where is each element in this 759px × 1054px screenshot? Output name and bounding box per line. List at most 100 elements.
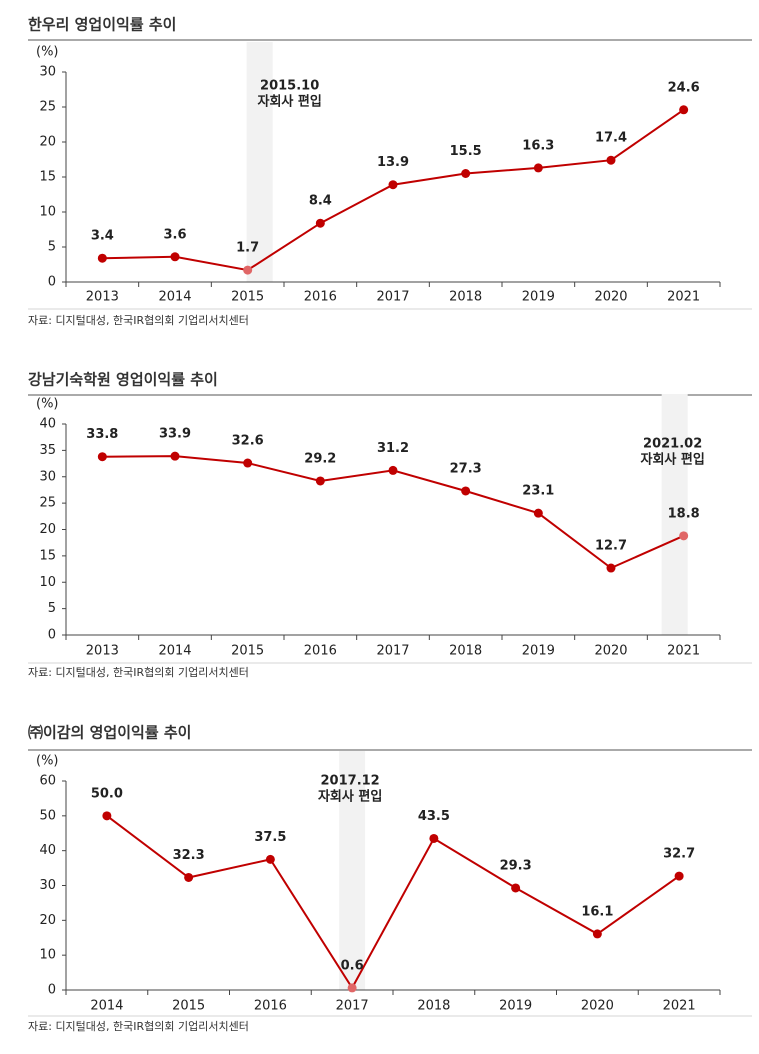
data-point	[429, 833, 439, 843]
x-tick-label: 2014	[90, 999, 123, 1014]
x-tick-label: 2018	[417, 999, 450, 1014]
y-tick-label: 25	[39, 496, 56, 511]
x-tick-label: 2014	[158, 290, 191, 305]
data-label: 33.8	[86, 427, 118, 442]
data-point	[679, 105, 689, 115]
y-tick-label: 30	[39, 469, 56, 484]
y-tick-label: 30	[39, 65, 56, 80]
y-tick-label: 5	[48, 240, 56, 255]
y-tick-label: 0	[48, 983, 56, 998]
x-tick-label: 2017	[376, 644, 409, 659]
source-note: 자료: 디지털대성, 한국IR협의회 기업리서치센터	[28, 666, 249, 679]
data-label: 31.2	[377, 441, 409, 456]
data-point	[243, 458, 253, 468]
data-label: 12.7	[595, 539, 627, 554]
data-point	[265, 854, 275, 864]
data-label: 29.3	[500, 858, 532, 873]
data-point	[388, 180, 398, 190]
y-axis-label: (%)	[36, 397, 59, 412]
x-tick-label: 2018	[449, 644, 482, 659]
x-tick-label: 2020	[594, 644, 627, 659]
y-tick-label: 15	[39, 170, 56, 185]
data-label: 1.7	[236, 241, 259, 256]
data-label: 29.2	[304, 451, 336, 466]
data-point	[315, 476, 325, 486]
data-label: 23.1	[522, 484, 554, 499]
data-label: 16.3	[522, 138, 554, 153]
y-tick-label: 0	[48, 628, 56, 643]
chart-title: 한우리 영업이익률 추이	[28, 16, 176, 34]
x-tick-label: 2015	[231, 644, 264, 659]
data-point	[533, 508, 543, 518]
x-tick-label: 2015	[172, 999, 205, 1014]
y-tick-label: 50	[39, 808, 56, 823]
y-tick-label: 15	[39, 548, 56, 563]
data-label: 50.0	[91, 786, 123, 801]
data-point	[97, 452, 107, 462]
annotation: 자회사 편입	[258, 94, 322, 110]
x-tick-label: 2015	[231, 290, 264, 305]
x-tick-label: 2014	[158, 644, 191, 659]
data-point	[674, 871, 684, 881]
data-label: 32.7	[663, 847, 695, 862]
x-tick-label: 2021	[663, 999, 696, 1014]
x-tick-label: 2016	[254, 999, 287, 1014]
data-label: 17.4	[595, 131, 627, 146]
x-tick-label: 2020	[581, 999, 614, 1014]
data-point	[102, 811, 112, 821]
data-label: 13.9	[377, 155, 409, 170]
x-tick-label: 2020	[594, 290, 627, 305]
data-point	[347, 983, 357, 993]
y-tick-label: 0	[48, 275, 56, 290]
y-tick-label: 40	[39, 843, 56, 858]
annotation: 자회사 편입	[641, 452, 705, 468]
data-point	[679, 531, 689, 541]
x-tick-label: 2019	[522, 644, 555, 659]
y-tick-label: 20	[39, 522, 56, 537]
y-tick-label: 10	[39, 575, 56, 590]
data-label: 32.3	[173, 848, 205, 863]
y-tick-label: 10	[39, 205, 56, 220]
data-point	[243, 265, 253, 275]
y-tick-label: 20	[39, 135, 56, 150]
data-point	[592, 929, 602, 939]
data-label: 3.4	[91, 229, 114, 244]
data-point	[170, 451, 180, 461]
data-point	[511, 883, 521, 893]
highlight-band	[246, 42, 273, 282]
data-point	[170, 252, 180, 262]
data-label: 43.5	[418, 809, 450, 824]
x-tick-label: 2019	[522, 290, 555, 305]
data-point	[315, 218, 325, 228]
data-point	[606, 563, 616, 573]
data-point	[461, 169, 471, 178]
annotation: 2017.12	[321, 774, 380, 789]
annotation: 2015.10	[260, 79, 319, 94]
data-point	[533, 163, 543, 173]
data-point	[461, 486, 471, 496]
y-axis-label: (%)	[36, 45, 59, 60]
data-point	[97, 253, 107, 263]
chart-title: 강남기숙학원 영업이익률 추이	[28, 371, 218, 389]
data-label: 24.6	[668, 80, 700, 95]
highlight-band	[661, 394, 688, 635]
data-point	[606, 155, 616, 165]
x-tick-label: 2016	[304, 290, 337, 305]
x-tick-label: 2017	[336, 999, 369, 1014]
source-note: 자료: 디지털대성, 한국IR협의회 기업리서치센터	[28, 1020, 249, 1033]
data-label: 0.6	[341, 958, 364, 973]
series-line	[106, 815, 680, 990]
data-label: 32.6	[232, 434, 264, 449]
data-label: 37.5	[254, 830, 286, 845]
y-tick-label: 40	[39, 417, 56, 432]
x-tick-label: 2018	[449, 290, 482, 305]
x-tick-label: 2021	[667, 290, 700, 305]
data-label: 16.1	[581, 904, 613, 919]
x-tick-label: 2013	[86, 290, 119, 305]
annotation: 자회사 편입	[318, 789, 382, 805]
data-label: 15.5	[450, 144, 482, 159]
y-tick-label: 5	[48, 601, 56, 616]
data-label: 8.4	[309, 194, 332, 209]
